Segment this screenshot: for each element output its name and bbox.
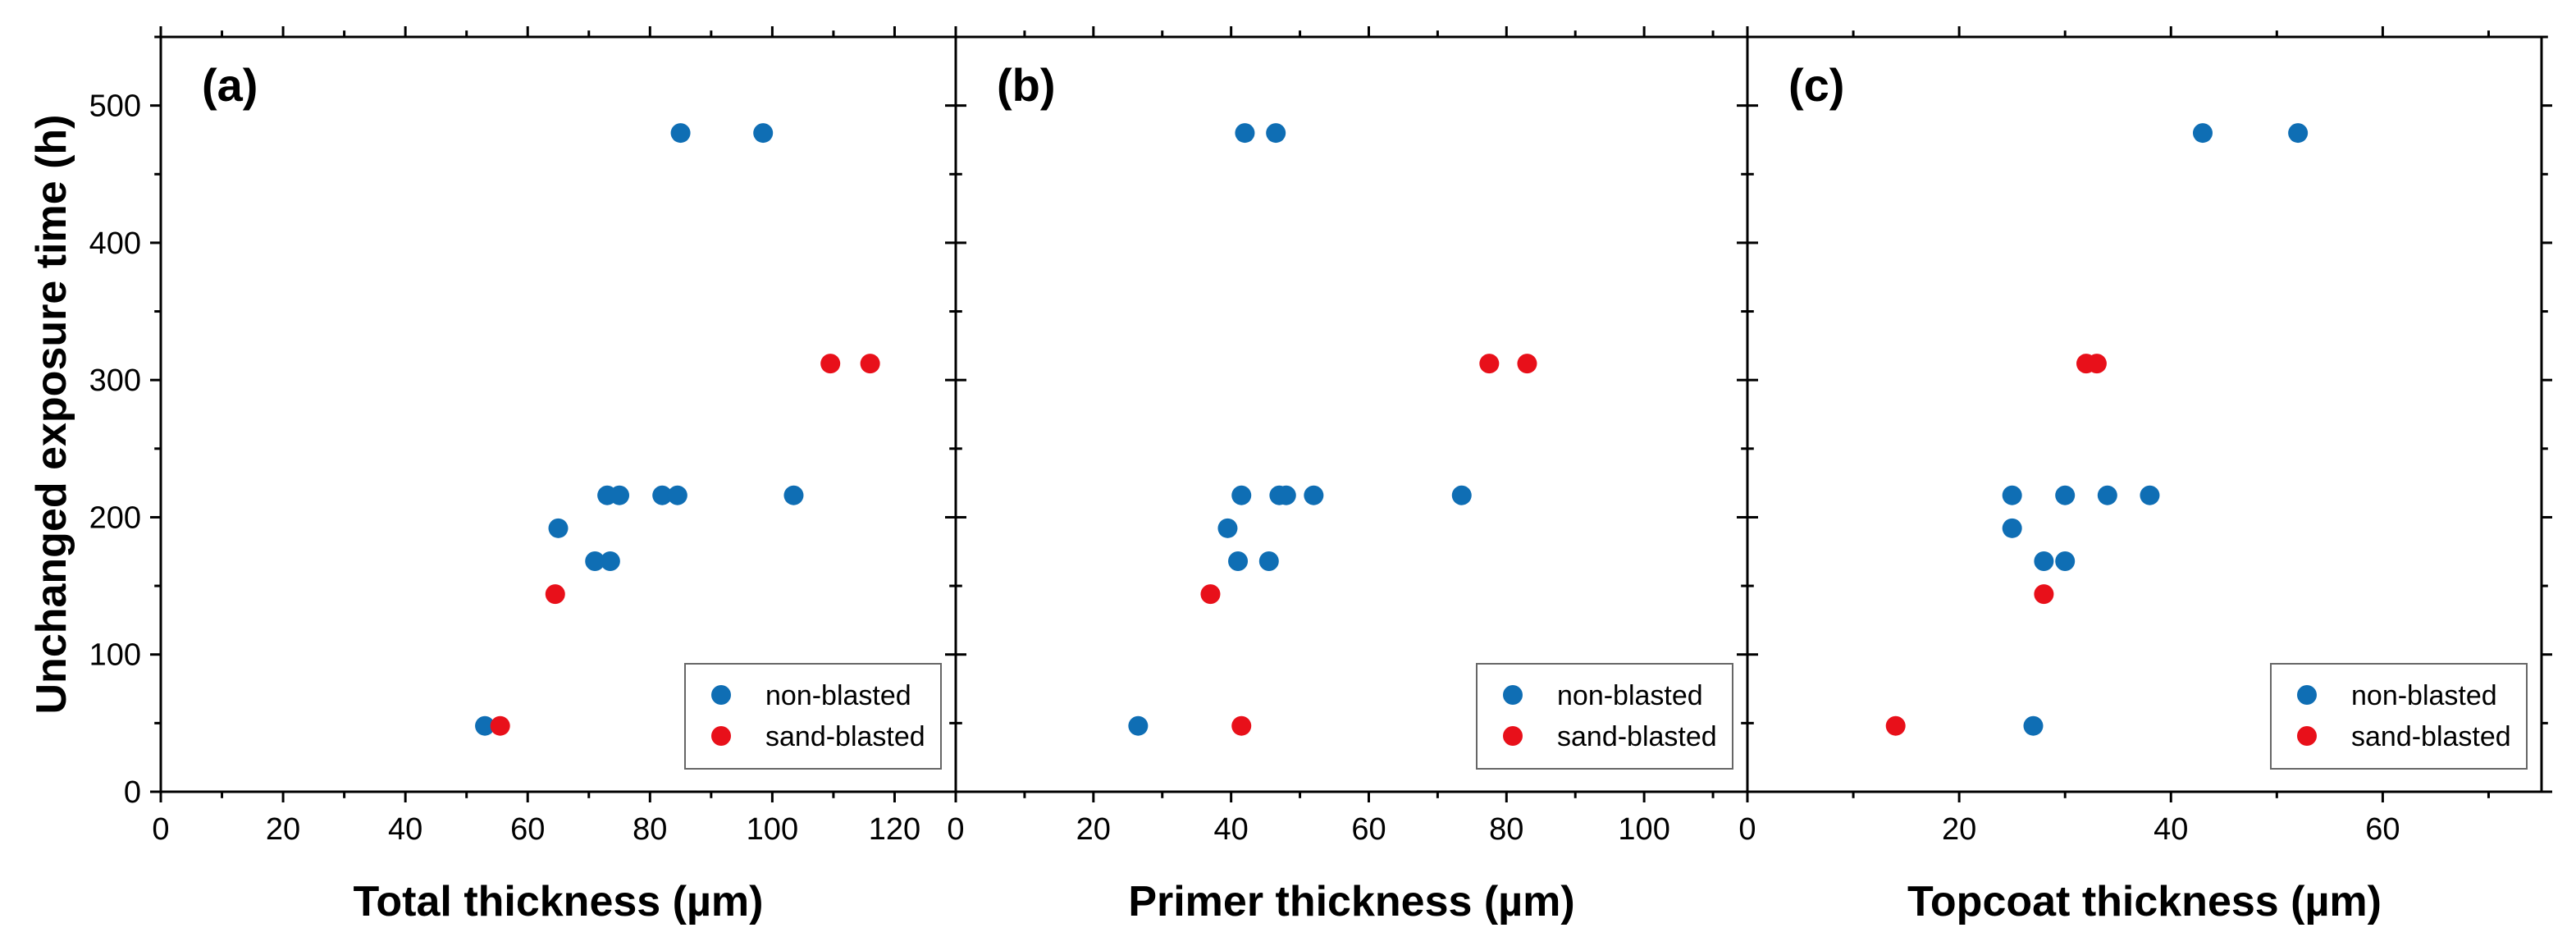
y-tick-label: 400 (89, 226, 141, 261)
panel-1: 0 20 40 60 80 100 120 0 100 200 300 400 500 Unchanged… (28, 26, 966, 925)
point-non-blasted (2288, 123, 2309, 144)
point-non-blasted (2055, 485, 2076, 505)
y-tick-label: 0 (124, 775, 141, 810)
x-tick-label: 80 (633, 812, 667, 847)
point-non-blasted (475, 715, 496, 736)
panel-label: (a) (202, 59, 258, 111)
x-axis-title: Topcoat thickness (µm) (1907, 878, 2382, 925)
point-non-blasted (2055, 551, 2076, 571)
point-sand-blasted (1517, 354, 1537, 374)
point-non-blasted (783, 485, 804, 505)
point-sand-blasted (820, 354, 841, 374)
point-non-blasted (2023, 715, 2044, 736)
x-tick-label: 20 (1076, 812, 1111, 847)
legend-marker-sand-blasted (2297, 726, 2317, 746)
x-tick-label: 40 (2154, 812, 2188, 847)
x-tick-label: 100 (1618, 812, 1669, 847)
y-tick-label: 500 (89, 89, 141, 124)
x-tick-label: 20 (1942, 812, 1976, 847)
x-tick-label: 60 (1351, 812, 1386, 847)
point-non-blasted (670, 123, 691, 144)
point-sand-blasted (1200, 584, 1221, 605)
point-non-blasted (2192, 123, 2213, 144)
x-tick-label: 40 (1214, 812, 1249, 847)
x-tick-label: 0 (152, 812, 169, 847)
legend-marker-sand-blasted (1503, 726, 1523, 746)
point-sand-blasted (860, 354, 880, 374)
point-non-blasted (1231, 485, 1252, 505)
point-non-blasted (667, 485, 687, 505)
point-non-blasted (1451, 485, 1472, 505)
point-non-blasted (610, 485, 630, 505)
legend-marker-non-blasted (2297, 685, 2317, 705)
legend-box (684, 663, 942, 770)
x-axis-title: Total thickness (µm) (354, 878, 764, 925)
legend-label-sand-blasted: sand-blasted (2351, 721, 2511, 752)
y-tick-label: 200 (89, 500, 141, 535)
x-tick-label: 80 (1489, 812, 1523, 847)
point-non-blasted (2002, 518, 2022, 538)
y-tick-label: 100 (89, 638, 141, 673)
point-non-blasted (753, 123, 774, 144)
point-non-blasted (1258, 551, 1279, 571)
x-tick-label: 60 (2365, 812, 2400, 847)
panel-label: (c) (1788, 59, 1844, 111)
point-non-blasted (1228, 551, 1249, 571)
legend-label-sand-blasted: sand-blasted (765, 721, 925, 752)
point-non-blasted (1266, 123, 1286, 144)
point-non-blasted (2002, 485, 2022, 505)
point-sand-blasted (490, 715, 510, 736)
legend-label-non-blasted: non-blasted (1557, 680, 1703, 711)
x-tick-label: 0 (1738, 812, 1756, 847)
panel-2: 0 20 40 60 80 100 Primer thickness (µm) (b) non-… (945, 26, 1758, 925)
point-sand-blasted (545, 584, 565, 605)
x-tick-label: 0 (947, 812, 964, 847)
point-sand-blasted (2034, 584, 2054, 605)
y-tick-label: 300 (89, 363, 141, 398)
point-non-blasted (585, 551, 605, 571)
legend-label-non-blasted: non-blasted (765, 680, 911, 711)
legend-label-non-blasted: non-blasted (2351, 680, 2497, 711)
panel-3: 0 20 40 60 Topcoat thickness (µm) (c) non-blas… (1737, 26, 2552, 925)
legend-box (1476, 663, 1733, 770)
point-non-blasted (1235, 123, 1255, 144)
point-sand-blasted (1231, 715, 1252, 736)
point-non-blasted (1128, 715, 1149, 736)
point-non-blasted (1276, 485, 1296, 505)
point-non-blasted (2034, 551, 2054, 571)
legend-marker-non-blasted (1503, 685, 1523, 705)
point-non-blasted (1217, 518, 1238, 538)
point-non-blasted (2097, 485, 2117, 505)
legend-box (2270, 663, 2528, 770)
legend-label-sand-blasted: sand-blasted (1557, 721, 1717, 752)
panel-label: (b) (997, 59, 1056, 111)
x-axis-title: Primer thickness (µm) (1128, 878, 1574, 925)
legend-marker-non-blasted (711, 685, 731, 705)
point-non-blasted (652, 485, 673, 505)
point-non-blasted (2140, 485, 2160, 505)
point-sand-blasted (1479, 354, 1500, 374)
point-sand-blasted (2086, 354, 2107, 374)
point-non-blasted (548, 518, 569, 538)
point-non-blasted (600, 551, 620, 571)
plot-frame (1746, 35, 2543, 793)
x-tick-label: 40 (388, 812, 422, 847)
legend-marker-sand-blasted (711, 726, 731, 746)
x-tick-label: 60 (510, 812, 545, 847)
y-axis-title: Unchanged exposure time (h) (28, 115, 75, 715)
x-tick-label: 120 (869, 812, 920, 847)
x-tick-label: 20 (266, 812, 300, 847)
x-tick-label: 100 (747, 812, 798, 847)
point-sand-blasted (1885, 715, 1906, 736)
point-non-blasted (1304, 485, 1324, 505)
